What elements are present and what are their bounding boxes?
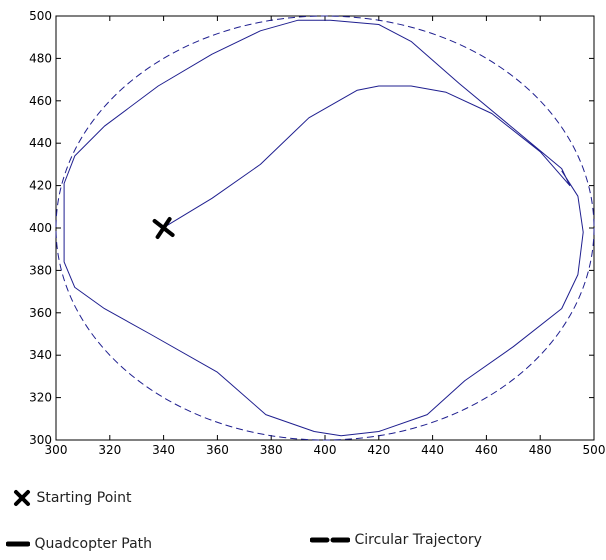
- y-tick-label: 300: [29, 433, 52, 447]
- y-tick-label: 340: [29, 348, 52, 362]
- y-tick-label: 500: [29, 9, 52, 23]
- legend-label-path: Quadcopter Path: [34, 536, 153, 552]
- legend-item-circle: Circular Trajectory: [310, 532, 482, 548]
- x-marker-icon: [14, 490, 30, 506]
- x-tick-label: 460: [475, 443, 498, 457]
- starting-point-marker: [152, 217, 175, 239]
- axis-ticks: 300 320 340 360 380 400 420 440 460 480 500 300 320 3…: [29, 9, 605, 457]
- y-tick-label: 480: [29, 51, 52, 65]
- x-marker-stroke: [155, 217, 172, 239]
- y-tick-label: 460: [29, 94, 52, 108]
- x-tick-label: 480: [529, 443, 552, 457]
- quadcopter-path-line: [63, 19, 584, 437]
- dashed-line-icon: [310, 537, 350, 543]
- x-tick-label: 420: [367, 443, 390, 457]
- y-tick-label: 360: [29, 306, 52, 320]
- solid-line-icon: [6, 541, 30, 547]
- x-tick-label: 440: [421, 443, 444, 457]
- legend-item-start: Starting Point: [12, 488, 132, 508]
- x-tick-label: 400: [314, 443, 337, 457]
- legend-label-circle: Circular Trajectory: [354, 532, 482, 548]
- x-tick-label: 320: [98, 443, 121, 457]
- chart: 300 320 340 360 380 400 420 440 460 480 500 300 320 3…: [29, 9, 605, 457]
- x-tick-label: 360: [206, 443, 229, 457]
- legend-item-path: Quadcopter Path: [6, 536, 152, 552]
- x-tick-label: 380: [260, 443, 283, 457]
- plot-area: [55, 15, 595, 441]
- x-tick-label: 340: [152, 443, 175, 457]
- x-tick-label: 300: [45, 443, 68, 457]
- circular-trajectory-line: [55, 15, 595, 441]
- legend-label-start: Starting Point: [36, 490, 132, 506]
- y-tick-label: 320: [29, 391, 52, 405]
- x-tick-label: 500: [583, 443, 606, 457]
- y-tick-label: 420: [29, 179, 52, 193]
- y-tick-label: 440: [29, 136, 52, 150]
- y-tick-label: 380: [29, 263, 52, 277]
- y-tick-label: 400: [29, 221, 52, 235]
- series-layer: [55, 15, 595, 441]
